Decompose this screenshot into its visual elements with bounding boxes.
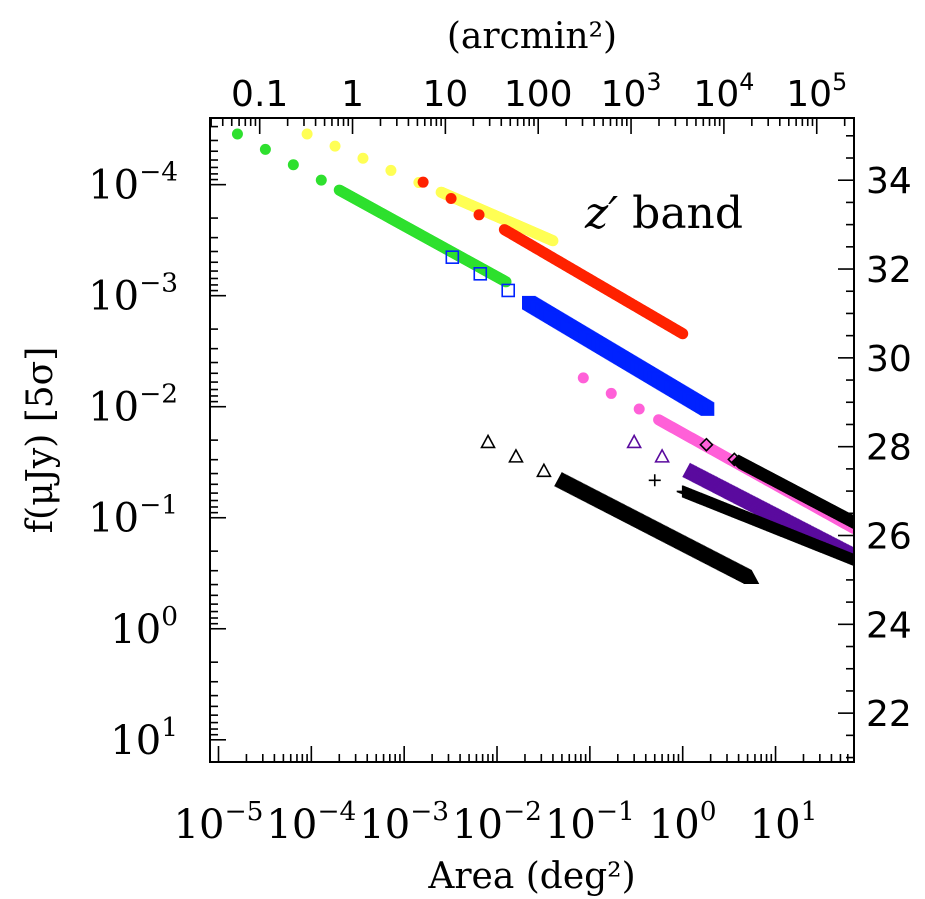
data-point — [846, 515, 854, 530]
data-point — [677, 328, 689, 340]
y2-tick-label: 34 — [866, 161, 912, 202]
x-tick-label: 10−1 — [545, 796, 635, 848]
data-point — [700, 402, 715, 416]
y2-tick-label: 28 — [866, 428, 912, 469]
x2-tick-label: 103 — [601, 68, 662, 115]
y2-tick-label: 30 — [866, 339, 912, 380]
data-point — [547, 235, 559, 247]
x-tick-label: 100 — [649, 796, 717, 848]
x2-tick-label: 0.1 — [231, 74, 288, 115]
data-point — [287, 159, 299, 171]
data-point — [848, 553, 854, 566]
data-point — [743, 569, 760, 584]
x-tick-label: 10−2 — [452, 796, 542, 848]
data-point — [259, 143, 271, 155]
x2-tick-label: 105 — [786, 68, 847, 115]
plot-frame — [209, 117, 855, 763]
tick-labels: 10−5 10−4 10−3 10−2 10−1 100 10110−410−310−210… — [88, 68, 912, 848]
data-point — [231, 128, 243, 140]
data-point — [329, 140, 341, 152]
band-annotation: z′ band — [584, 188, 743, 239]
x2-axis-label: (arcmin²) — [447, 16, 617, 57]
data-point — [605, 387, 617, 399]
x-tick-label: 101 — [750, 796, 818, 848]
x2-tick-label: 104 — [693, 68, 754, 115]
y-axis-label: f(μJy) [5σ] — [20, 347, 61, 534]
data-point — [445, 250, 460, 264]
x2-tick-label: 1 — [341, 74, 364, 115]
data-point — [626, 433, 642, 449]
data-point — [473, 209, 485, 221]
y2-tick-label: 32 — [866, 250, 912, 291]
data-point — [315, 174, 327, 186]
x-tick-label: 10−4 — [266, 796, 356, 848]
x-tick-label: 10−3 — [359, 796, 449, 848]
data-point — [357, 152, 369, 164]
x-axis-label: Area (deg²) — [427, 856, 635, 897]
band-annotation-text: band — [618, 188, 743, 239]
y-tick-label: 100 — [110, 601, 178, 653]
y2-tick-label: 24 — [866, 605, 912, 646]
data-point — [654, 448, 670, 463]
tick-marks — [210, 118, 855, 762]
y2-tick-label: 22 — [866, 694, 912, 735]
band-annotation-italic: z′ — [584, 188, 618, 239]
data-point — [508, 448, 524, 463]
x2-tick-label: 10 — [422, 74, 468, 115]
data-layer — [231, 128, 854, 584]
y-tick-label: 10−4 — [88, 157, 178, 209]
y-tick-label: 10−3 — [88, 268, 178, 320]
y-tick-label: 10−1 — [88, 490, 178, 542]
data-point — [473, 267, 488, 281]
data-point — [633, 403, 645, 415]
data-point — [480, 433, 496, 449]
data-point — [417, 176, 429, 188]
data-point — [699, 437, 714, 452]
y-tick-label: 10−2 — [88, 379, 178, 431]
y-tick-label: 101 — [110, 712, 178, 764]
data-point — [445, 192, 457, 204]
data-point — [648, 474, 661, 487]
data-point — [577, 372, 589, 384]
x-tick-label: 10−5 — [174, 796, 264, 848]
data-point — [385, 164, 397, 176]
x2-tick-label: 100 — [504, 74, 573, 115]
data-point — [301, 128, 313, 140]
y2-tick-label: 26 — [866, 517, 912, 558]
data-point — [501, 283, 516, 298]
data-point — [536, 462, 552, 478]
